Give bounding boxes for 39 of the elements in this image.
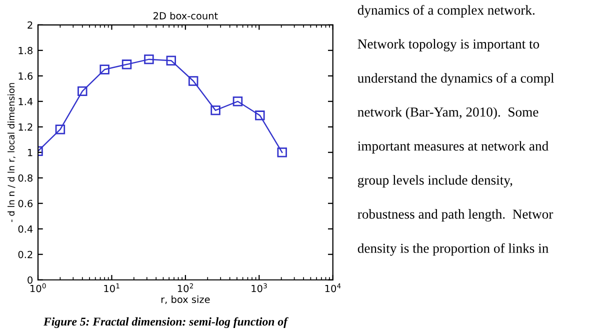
point (232, 96, 243, 106)
y-tick-label: 1.2 (18, 123, 32, 131)
y-tick-label: 1.4 (18, 98, 33, 106)
text: network (Bar-Yam, 2010). Some (358, 107, 538, 120)
y-tick-label: 2 (28, 21, 32, 29)
point (188, 76, 198, 86)
point (122, 60, 132, 70)
y-tick-label: 0.4 (18, 225, 33, 233)
point (166, 56, 176, 66)
point (100, 64, 110, 74)
point (78, 86, 88, 96)
text: important measures at network and (358, 141, 548, 154)
y-tick-label: 1 (28, 148, 32, 156)
y-tick-label: 0.6 (18, 200, 33, 208)
y-tick-label: 1.6 (18, 72, 33, 80)
caption: Figure 5: Fractal dimension: semi-log function of (44, 317, 288, 328)
x-tick-label: 10$^{0}$ (30, 283, 46, 292)
point (255, 110, 265, 120)
text: density is the proportion of links in (358, 243, 548, 256)
x-tick-label: 10$^{1}$ (104, 283, 120, 292)
x-tick-label: 10$^{2}$ (178, 283, 193, 292)
point (55, 124, 66, 134)
x-axis-title: r, box size (161, 296, 210, 304)
text: dynamics of a complex network. (358, 4, 535, 18)
chart-title: 2D box-count (154, 12, 218, 20)
y-tick-label: 1.8 (18, 46, 32, 54)
x-tick-label: 10$^{4}$ (325, 283, 341, 292)
y-tick-label: 0.2 (18, 250, 32, 258)
point (210, 105, 220, 116)
text: group levels include density, (358, 175, 512, 188)
text: robustness and path length. Networ (358, 209, 554, 222)
y-axis-title: - d ln n / d ln r, local dimension (8, 83, 16, 222)
y-tick-label: 0 (28, 276, 32, 284)
point (144, 54, 154, 64)
point (277, 148, 287, 158)
x-tick-label: 10$^{3}$ (252, 283, 267, 292)
text: understand the dynamics of a compl (358, 73, 554, 86)
y-tick-label: 0.8 (18, 174, 32, 182)
text: Network topology is important to (358, 39, 540, 52)
